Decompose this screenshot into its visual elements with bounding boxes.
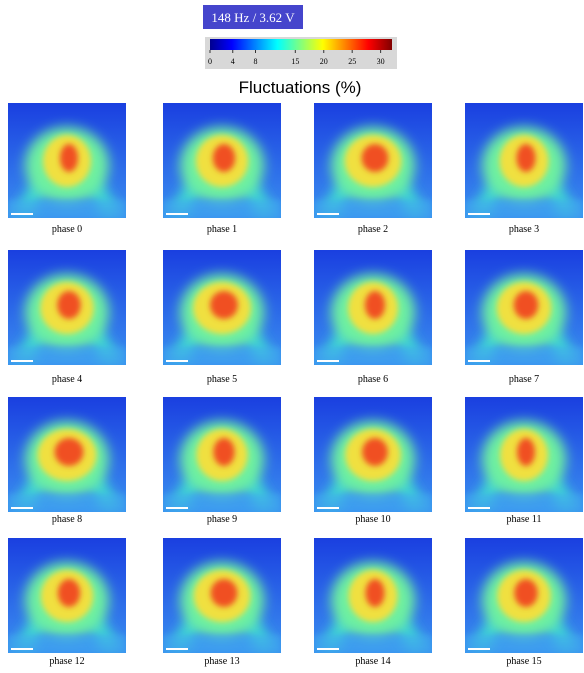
panel-label: phase 0: [52, 224, 82, 235]
panel-label: phase 10: [355, 514, 390, 525]
heatmap-panel: phase 0: [8, 103, 126, 235]
heatmap-panel: phase 15: [465, 538, 583, 667]
heatmap-hot: [54, 438, 84, 466]
header-box: [203, 5, 303, 29]
heatmap-hot: [514, 579, 538, 607]
panel-label: phase 2: [358, 224, 388, 235]
heatmap-bottom: [314, 200, 432, 218]
colorbar-title: Fluctuations (%): [239, 78, 362, 97]
colorbar-tick-label: 8: [254, 57, 258, 66]
heatmap-panel: phase 6: [314, 250, 432, 385]
panel-label: phase 5: [207, 374, 237, 385]
panel-label: phase 4: [52, 374, 82, 385]
heatmap-panel: phase 4: [8, 250, 126, 385]
panel-label: phase 14: [355, 656, 390, 667]
colorbar-tick-label: 20: [320, 57, 328, 66]
heatmap-hot: [57, 291, 81, 319]
heatmap-panel: phase 5: [163, 250, 281, 385]
heatmap-bottom: [314, 347, 432, 365]
heatmap-panel: phase 12: [8, 538, 126, 667]
heatmap-bottom: [314, 494, 432, 512]
heatmap-hot: [365, 579, 385, 607]
panel-label: phase 3: [509, 224, 539, 235]
heatmap-bottom: [163, 200, 281, 218]
heatmap-hot: [60, 144, 78, 172]
heatmap-bottom: [8, 635, 126, 653]
colorbar-tick-label: 4: [231, 57, 235, 66]
colorbar-tick-label: 15: [291, 57, 299, 66]
colorbar-tick-label: 25: [348, 57, 356, 66]
heatmap-hot: [517, 438, 535, 466]
heatmap-bottom: [465, 635, 583, 653]
heatmap-hot: [213, 438, 235, 466]
heatmap-hot: [210, 291, 238, 319]
panel-label: phase 1: [207, 224, 237, 235]
heatmap-panel: phase 10: [314, 397, 432, 525]
heatmap-hot: [57, 579, 81, 607]
heatmap-panel: phase 13: [163, 538, 281, 667]
panel-label: phase 12: [49, 656, 84, 667]
heatmap-panel: phase 9: [163, 397, 281, 525]
heatmap-panel: phase 8: [8, 397, 126, 525]
panel-label: phase 11: [507, 514, 542, 525]
colorbar: [210, 39, 392, 50]
heatmap-panel: phase 14: [314, 538, 432, 667]
panel-label: phase 15: [506, 656, 541, 667]
heatmap-bottom: [465, 200, 583, 218]
heatmap-bottom: [163, 494, 281, 512]
heatmap-bottom: [465, 494, 583, 512]
heatmap-bottom: [8, 200, 126, 218]
heatmap-bottom: [163, 347, 281, 365]
heatmap-bottom: [314, 635, 432, 653]
heatmap-hot: [364, 291, 386, 319]
panel-label: phase 9: [207, 514, 237, 525]
heatmap-hot: [212, 144, 236, 172]
panel-label: phase 13: [204, 656, 239, 667]
heatmap-bottom: [8, 494, 126, 512]
heatmap-hot: [513, 291, 539, 319]
heatmap-panel: phase 7: [465, 250, 583, 385]
heatmap-hot: [361, 144, 389, 172]
heatmap-panel: phase 11: [465, 397, 583, 525]
colorbar-tick-label: 30: [377, 57, 385, 66]
panel-label: phase 8: [52, 514, 82, 525]
heatmap-panel: phase 1: [163, 103, 281, 235]
heatmap-bottom: [465, 347, 583, 365]
heatmap-panel: phase 3: [465, 103, 583, 235]
colorbar-tick-label: 0: [208, 57, 212, 66]
heatmap-hot: [516, 144, 536, 172]
panel-label: phase 6: [358, 374, 388, 385]
heatmap-panel: phase 2: [314, 103, 432, 235]
heatmap-bottom: [8, 347, 126, 365]
heatmap-hot: [362, 438, 388, 466]
panel-label: phase 7: [509, 374, 539, 385]
heatmap-hot: [210, 579, 238, 607]
heatmap-bottom: [163, 635, 281, 653]
header-label: 148 Hz / 3.62 V: [211, 10, 295, 25]
